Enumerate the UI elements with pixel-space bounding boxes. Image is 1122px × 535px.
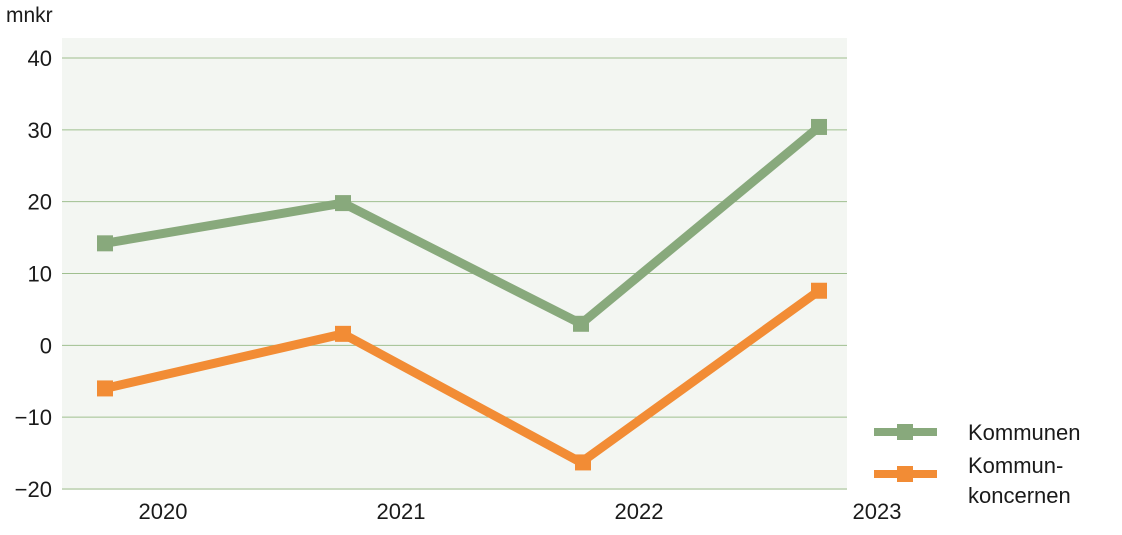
data-point <box>335 325 351 342</box>
series-line <box>104 123 822 330</box>
legend-swatch-marker <box>897 424 913 440</box>
y-tick-label: 0 <box>40 333 52 358</box>
series-line <box>103 287 822 468</box>
y-tick-label: 10 <box>28 262 52 287</box>
series-group <box>97 118 827 471</box>
legend-item: Kommun-koncernen <box>874 453 1071 508</box>
data-point <box>575 454 591 471</box>
legend-item: Kommunen <box>874 420 1081 445</box>
legend-swatch-marker <box>897 466 913 482</box>
y-tick-label: 40 <box>28 46 52 71</box>
legend-label: Kommun- <box>968 453 1063 478</box>
legend-label: koncernen <box>968 483 1071 508</box>
x-tick-label: 2021 <box>377 499 426 524</box>
y-tick-label: −20 <box>15 477 52 502</box>
series-0 <box>97 118 827 332</box>
y-tick-label: 20 <box>28 190 52 215</box>
y-axis: 40 30 20 10 0 −10 −20 <box>15 46 52 502</box>
data-point <box>573 315 589 332</box>
y-tick-label: 30 <box>28 118 52 143</box>
x-tick-label: 2023 <box>853 499 902 524</box>
series-1 <box>97 282 827 471</box>
data-point <box>335 195 351 212</box>
legend-label: Kommunen <box>968 420 1081 445</box>
x-tick-label: 2022 <box>615 499 664 524</box>
gridlines <box>62 57 847 490</box>
x-axis: 2020 2021 2022 2023 <box>139 499 902 524</box>
legend: Kommunen Kommun-koncernen <box>874 420 1081 508</box>
data-point <box>811 282 827 299</box>
data-point <box>97 235 113 252</box>
y-tick-label: −10 <box>15 405 52 430</box>
data-point <box>97 380 113 397</box>
unit-label: mnkr <box>6 4 53 27</box>
data-point <box>811 118 827 135</box>
x-tick-label: 2020 <box>139 499 188 524</box>
